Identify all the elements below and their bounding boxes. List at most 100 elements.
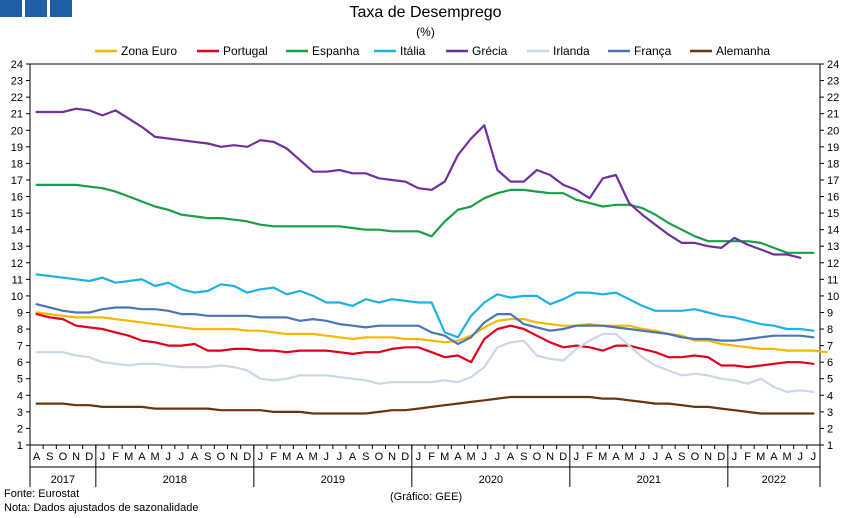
legend-label: Portugal [223,44,268,58]
y-tick-label-left: 24 [11,59,23,71]
x-month-label: J [416,451,422,463]
x-month-label: M [466,451,475,463]
x-month-label: O [59,451,68,463]
y-tick-label-left: 3 [17,407,23,419]
x-month-label: J [258,451,264,463]
x-month-label: J [653,451,659,463]
x-month-label: J [482,451,488,463]
chart-series-lines [35,107,828,415]
legend-label: Itália [400,44,426,58]
x-month-label: M [124,451,133,463]
x-month-label: A [138,451,146,463]
legend-label: Alemanha [716,44,770,58]
x-month-label: F [744,451,751,463]
y-tick-label-left: 7 [17,341,23,353]
y-tick-label-right: 7 [827,341,833,353]
series-line-it-lia [35,273,815,339]
y-tick-label-left: 4 [17,390,23,402]
legend-label: Zona Euro [121,44,177,58]
seasonal-adjustment-note: Nota: Dados ajustados de sazonalidade [4,502,199,514]
y-tick-label-left: 5 [17,374,23,386]
y-tick-label-left: 15 [11,208,23,220]
x-year-label: 2017 [51,474,75,486]
x-month-label: S [520,451,527,463]
x-month-label: D [85,451,93,463]
chart-subtitle: (%) [416,25,435,39]
chart-legend: Zona Euro Portugal Espanha Itália Grécia Irla… [95,44,770,58]
legend-label: Espanha [312,44,360,58]
x-month-label: A [296,451,304,463]
x-month-label: M [150,451,159,463]
x-month-label: S [362,451,369,463]
legend-label: França [634,44,672,58]
x-month-label: J [337,451,343,463]
x-month-label: N [72,451,80,463]
y-tick-label-right: 21 [827,109,839,121]
x-month-label: J [179,451,185,463]
y-tick-label-right: 19 [827,142,839,154]
y-tick-label-left: 21 [11,109,23,121]
y-tick-label-left: 22 [11,92,23,104]
y-tick-label-right: 20 [827,125,839,137]
y-tick-label-right: 17 [827,175,839,187]
y-tick-label-right: 13 [827,241,839,253]
x-month-label: M [756,451,765,463]
y-tick-label-right: 9 [827,307,833,319]
x-month-label: D [559,451,567,463]
y-tick-label-left: 23 [11,76,23,88]
y-tick-label-right: 3 [827,407,833,419]
y-tick-label-right: 12 [827,258,839,270]
y-tick-label-left: 1 [17,440,23,452]
logo-block [50,0,72,17]
x-month-label: N [230,451,238,463]
x-month-label: M [782,451,791,463]
x-month-label: J [495,451,501,463]
legend-label: Grécia [472,44,508,58]
x-month-label: O [533,451,542,463]
legend-label: Irlanda [553,44,590,58]
x-month-label: S [46,451,53,463]
y-tick-label-left: 14 [11,225,23,237]
y-tick-label-right: 24 [827,59,839,71]
x-month-label: D [401,451,409,463]
x-month-label: M [598,451,607,463]
logo-block [0,0,22,17]
x-month-label: J [798,451,804,463]
y-tick-label-left: 11 [12,274,23,286]
x-month-label: A [349,451,357,463]
x-month-label: D [717,451,725,463]
x-month-label: N [388,451,396,463]
x-month-label: A [665,451,673,463]
y-tick-label-right: 11 [827,274,838,286]
y-tick-label-right: 8 [827,324,833,336]
x-month-label: M [282,451,291,463]
y-tick-label-right: 15 [827,208,839,220]
x-month-label: A [770,451,778,463]
x-month-label: A [507,451,515,463]
series-line-fran-a [35,303,815,346]
x-month-label: J [811,451,817,463]
series-line-gr-cia [35,107,802,259]
x-month-label: J [640,451,646,463]
y-tick-label-left: 20 [11,125,23,137]
chart-credit: (Gráfico: GEE) [390,491,463,503]
y-tick-label-right: 18 [827,158,839,170]
x-month-label: A [612,451,620,463]
y-tick-label-left: 19 [11,142,23,154]
x-month-label: F [586,451,593,463]
x-month-label: J [324,451,330,463]
y-tick-label-right: 5 [827,374,833,386]
y-tick-label-right: 23 [827,76,839,88]
chart-title: Taxa de Desemprego [349,4,502,21]
x-month-label: F [112,451,119,463]
x-month-label: A [454,451,462,463]
y-tick-label-right: 10 [827,291,839,303]
x-month-label: N [704,451,712,463]
x-month-label: O [217,451,226,463]
x-year-label: 2018 [163,474,187,486]
x-month-label: S [678,451,685,463]
y-tick-label-left: 13 [11,241,23,253]
series-line-portugal [35,313,815,369]
